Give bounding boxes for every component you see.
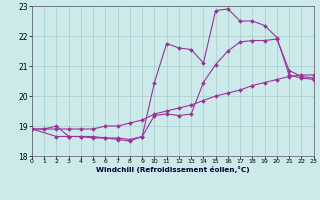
X-axis label: Windchill (Refroidissement éolien,°C): Windchill (Refroidissement éolien,°C) <box>96 166 250 173</box>
